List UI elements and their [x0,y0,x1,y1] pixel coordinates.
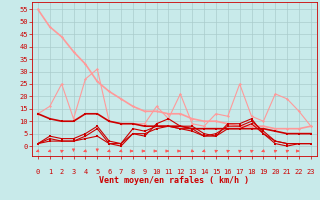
X-axis label: Vent moyen/en rafales ( km/h ): Vent moyen/en rafales ( km/h ) [100,176,249,185]
